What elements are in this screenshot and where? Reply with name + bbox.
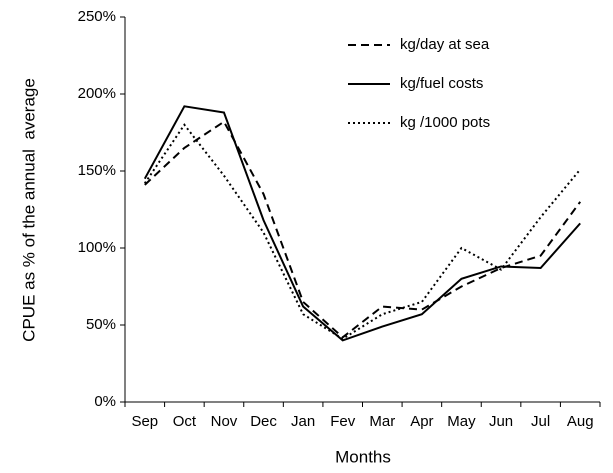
series-line [144,120,582,339]
legend-label: kg/day at sea [400,36,490,53]
x-axis-label: Months [335,447,391,466]
legend-label: kg /1000 pots [400,114,490,131]
series-line [143,105,581,342]
y-tick-label: 0% [94,393,116,410]
x-tick-label: Dec [250,413,277,430]
y-tick-label: 250% [78,8,116,25]
x-tick-label: Sep [131,413,158,430]
x-tick-label: Fev [330,413,356,430]
y-tick-label: 150% [78,162,116,179]
x-tick-label: Jan [291,413,315,430]
x-tick-label: Jul [531,413,550,430]
x-tick-label: May [447,413,476,430]
x-tick-label: Mar [369,413,395,430]
x-tick-label: Apr [410,413,433,430]
y-tick-label: 200% [78,85,116,102]
y-tick-label: 50% [86,316,116,333]
x-tick-label: Nov [211,413,238,430]
x-tick-label: Jun [489,413,513,430]
y-axis-label: CPUE as % of the annual average [19,78,38,342]
x-tick-label: Aug [567,413,594,430]
series-line [143,123,581,341]
y-tick-label: 100% [78,239,116,256]
x-tick-label: Oct [173,413,197,430]
legend-label: kg/fuel costs [400,75,483,92]
